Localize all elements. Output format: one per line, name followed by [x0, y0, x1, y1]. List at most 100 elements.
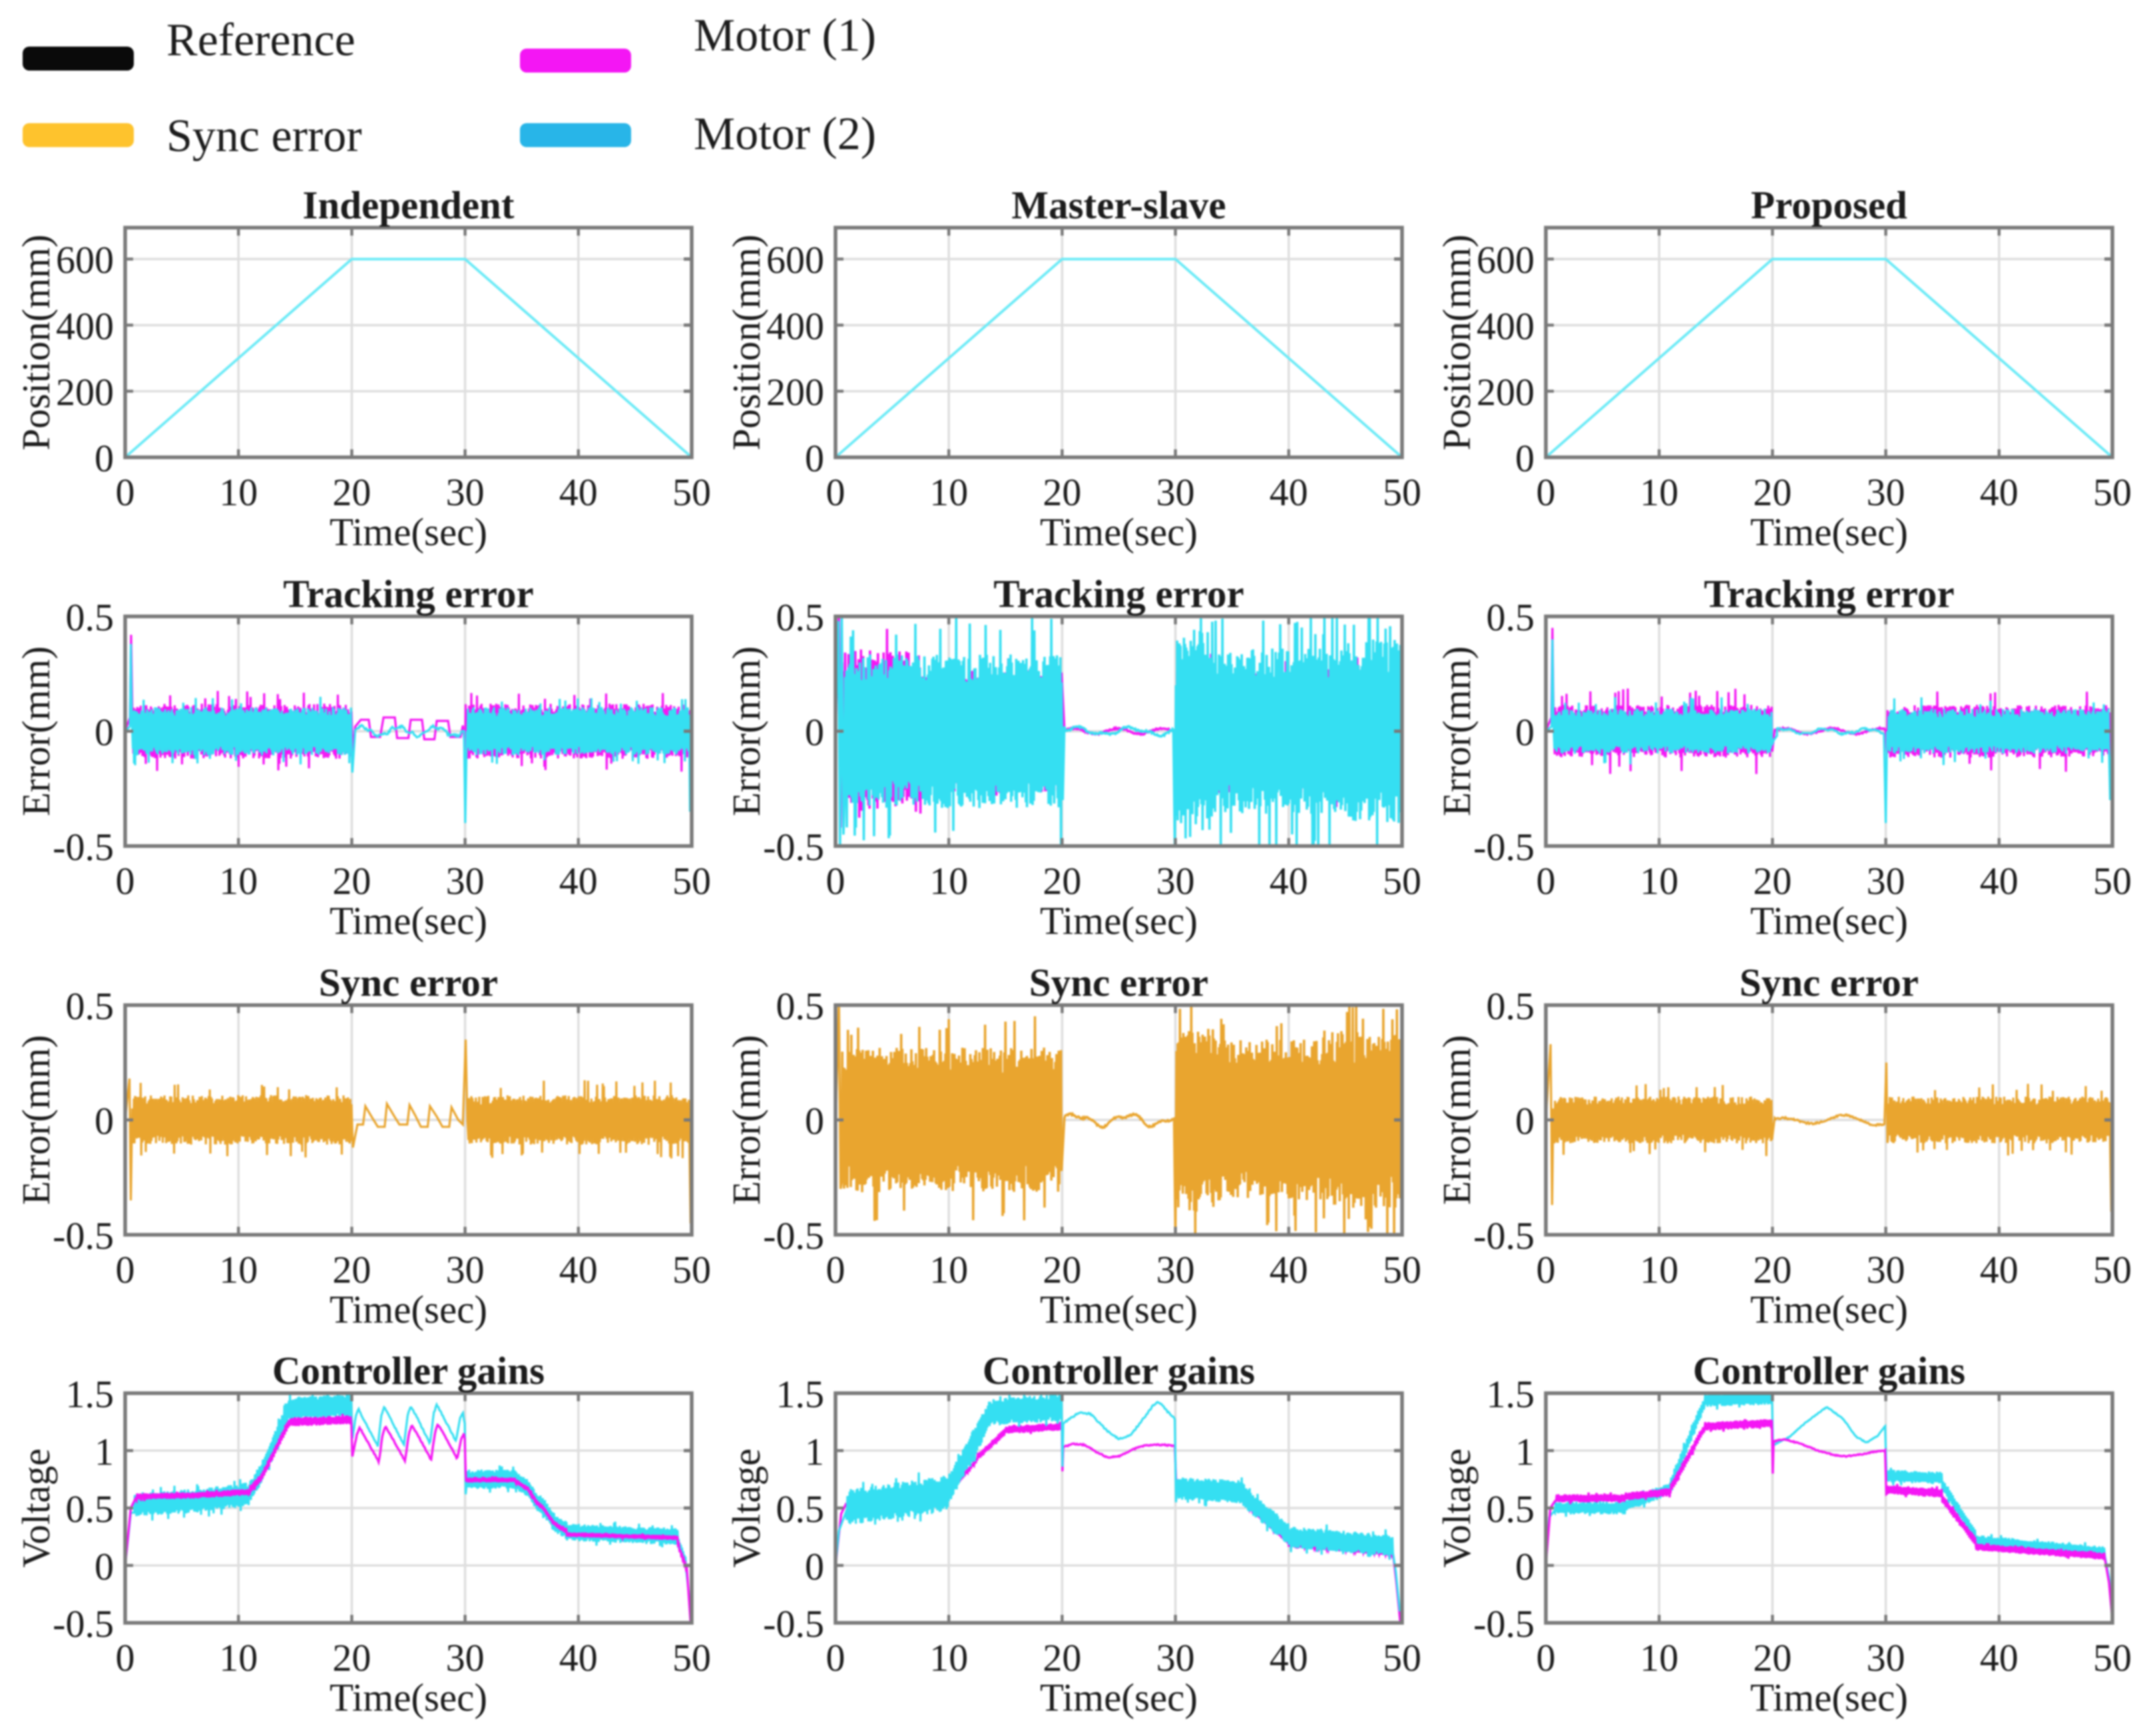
svg-text:0: 0	[1515, 711, 1535, 754]
svg-text:20: 20	[1043, 1248, 1081, 1291]
svg-text:Time(sec): Time(sec)	[1750, 899, 1908, 943]
svg-text:0: 0	[1537, 859, 1556, 903]
svg-text:Error(mm): Error(mm)	[1435, 646, 1479, 817]
svg-text:Error(mm): Error(mm)	[14, 646, 58, 817]
svg-text:20: 20	[1043, 1636, 1081, 1679]
svg-text:Voltage: Voltage	[1435, 1448, 1479, 1568]
svg-text:0: 0	[805, 1545, 824, 1588]
svg-text:30: 30	[1156, 471, 1195, 514]
svg-text:30: 30	[446, 1248, 485, 1291]
svg-text:Controller gains: Controller gains	[272, 1349, 545, 1393]
svg-text:Voltage: Voltage	[14, 1448, 58, 1568]
svg-text:10: 10	[1640, 1636, 1678, 1679]
svg-text:1.5: 1.5	[66, 1373, 115, 1416]
svg-text:-0.5: -0.5	[1473, 825, 1535, 869]
svg-text:30: 30	[1156, 1636, 1195, 1679]
svg-text:30: 30	[446, 1636, 485, 1679]
svg-text:Time(sec): Time(sec)	[330, 899, 487, 943]
svg-text:50: 50	[1383, 859, 1421, 903]
svg-text:0.5: 0.5	[776, 596, 825, 639]
svg-text:10: 10	[219, 471, 258, 514]
svg-text:40: 40	[1270, 1636, 1308, 1679]
svg-text:0.5: 0.5	[776, 1488, 825, 1531]
svg-text:-0.5: -0.5	[763, 1602, 824, 1645]
svg-text:0: 0	[1537, 471, 1556, 514]
svg-text:Error(mm): Error(mm)	[1435, 1035, 1479, 1205]
svg-text:1.5: 1.5	[776, 1373, 825, 1416]
svg-text:40: 40	[1270, 471, 1308, 514]
svg-text:50: 50	[2093, 471, 2132, 514]
svg-text:-0.5: -0.5	[53, 825, 114, 869]
svg-text:Tracking error: Tracking error	[283, 572, 533, 616]
svg-text:40: 40	[1980, 471, 2019, 514]
svg-text:10: 10	[929, 1248, 968, 1291]
svg-text:0: 0	[826, 1248, 845, 1291]
svg-text:400: 400	[56, 304, 114, 347]
svg-text:0: 0	[95, 711, 114, 754]
svg-text:Controller gains: Controller gains	[983, 1349, 1255, 1393]
svg-text:Motor (1): Motor (1)	[694, 10, 876, 61]
svg-text:400: 400	[766, 304, 824, 347]
svg-text:10: 10	[1640, 1248, 1678, 1291]
svg-text:0: 0	[1515, 1545, 1535, 1588]
svg-text:0: 0	[805, 437, 824, 480]
svg-text:20: 20	[1753, 1636, 1791, 1679]
svg-text:Position(mm): Position(mm)	[14, 234, 58, 451]
svg-text:Time(sec): Time(sec)	[1750, 510, 1908, 554]
svg-text:40: 40	[559, 1248, 598, 1291]
svg-text:10: 10	[219, 859, 258, 903]
svg-text:10: 10	[1640, 859, 1678, 903]
svg-text:Time(sec): Time(sec)	[330, 1675, 487, 1719]
svg-text:Time(sec): Time(sec)	[1040, 510, 1198, 554]
svg-text:50: 50	[672, 471, 711, 514]
svg-text:50: 50	[1383, 1636, 1421, 1679]
svg-text:Position(mm): Position(mm)	[724, 234, 768, 451]
svg-text:0: 0	[826, 859, 845, 903]
svg-text:Sync error: Sync error	[166, 110, 362, 162]
svg-text:Error(mm): Error(mm)	[724, 1035, 768, 1205]
svg-text:0: 0	[805, 711, 824, 754]
svg-text:20: 20	[1753, 471, 1791, 514]
svg-text:20: 20	[1043, 471, 1081, 514]
svg-text:0: 0	[95, 437, 114, 480]
svg-text:-0.5: -0.5	[53, 1602, 114, 1645]
svg-text:-0.5: -0.5	[763, 1214, 824, 1257]
svg-text:30: 30	[1867, 1636, 1905, 1679]
svg-text:0: 0	[116, 859, 135, 903]
svg-text:10: 10	[929, 859, 968, 903]
svg-text:10: 10	[929, 471, 968, 514]
svg-text:-0.5: -0.5	[763, 825, 824, 869]
svg-text:600: 600	[56, 238, 114, 282]
svg-text:10: 10	[219, 1248, 258, 1291]
svg-text:0: 0	[826, 471, 845, 514]
svg-text:Error(mm): Error(mm)	[14, 1035, 58, 1205]
svg-text:0: 0	[1515, 1100, 1535, 1143]
svg-text:0: 0	[95, 1100, 114, 1143]
svg-text:20: 20	[332, 1636, 371, 1679]
svg-text:1.5: 1.5	[1487, 1373, 1535, 1416]
svg-text:20: 20	[1753, 1248, 1791, 1291]
svg-text:10: 10	[219, 1636, 258, 1679]
svg-text:0.5: 0.5	[1487, 1488, 1535, 1531]
svg-text:Tracking error: Tracking error	[1704, 572, 1954, 616]
svg-text:0: 0	[826, 1636, 845, 1679]
svg-text:Sync error: Sync error	[319, 961, 498, 1004]
svg-text:0.5: 0.5	[66, 1488, 115, 1531]
svg-text:Error(mm): Error(mm)	[724, 646, 768, 817]
svg-text:1: 1	[1515, 1430, 1535, 1473]
svg-text:400: 400	[1477, 304, 1535, 347]
svg-text:-0.5: -0.5	[1473, 1602, 1535, 1645]
svg-text:20: 20	[332, 1248, 371, 1291]
svg-text:Motor (2): Motor (2)	[694, 108, 876, 160]
svg-text:0.5: 0.5	[66, 596, 115, 639]
svg-text:30: 30	[1867, 859, 1905, 903]
svg-text:50: 50	[672, 1248, 711, 1291]
svg-text:0.5: 0.5	[66, 984, 115, 1028]
svg-text:20: 20	[1753, 859, 1791, 903]
svg-text:Time(sec): Time(sec)	[330, 510, 487, 554]
svg-text:Controller gains: Controller gains	[1693, 1349, 1965, 1393]
svg-text:10: 10	[1640, 471, 1678, 514]
svg-text:50: 50	[2093, 1636, 2132, 1679]
svg-text:30: 30	[1867, 471, 1905, 514]
svg-text:40: 40	[1980, 1636, 2019, 1679]
